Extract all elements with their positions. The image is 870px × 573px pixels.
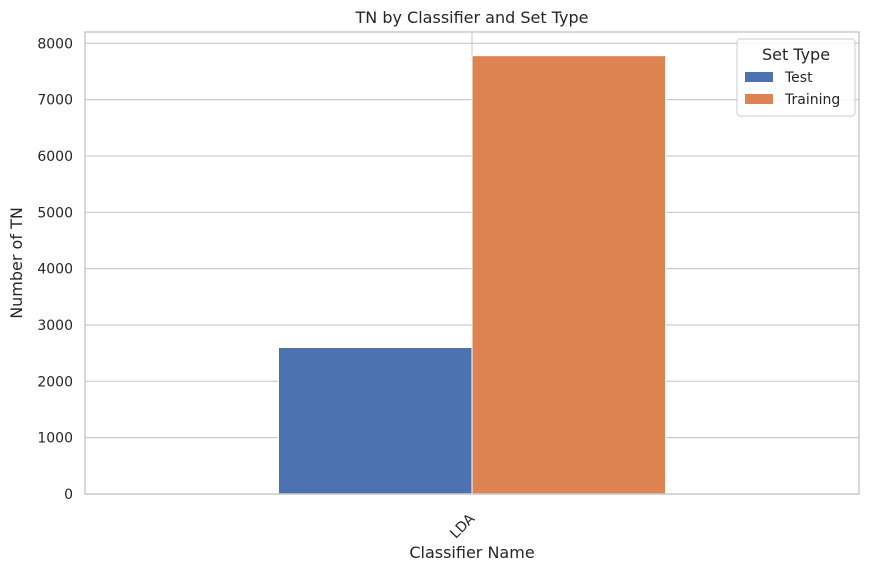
bars: [278, 55, 666, 495]
y-tick-label: 7000: [37, 93, 73, 109]
y-tick-label: 2000: [37, 374, 73, 390]
legend-items: Test Training: [745, 70, 840, 108]
x-axis-title: Classifier Name: [409, 543, 534, 562]
chart-title: TN by Classifier and Set Type: [355, 8, 589, 27]
legend-swatch-test: [745, 72, 773, 82]
y-tick-label: 5000: [37, 205, 73, 221]
y-axis-ticks: 0 1000 2000 3000 4000 5000 6000 7000 8000: [37, 36, 73, 503]
y-tick-label: 6000: [37, 149, 73, 165]
plot-frame: [84, 31, 860, 495]
y-tick-label: 0: [64, 487, 73, 503]
y-tick-label: 1000: [37, 431, 73, 447]
legend-label-test: Test: [784, 70, 813, 86]
y-tick-label: 4000: [37, 262, 73, 278]
y-axis-title: Number of TN: [7, 207, 26, 319]
bar-training: [471, 55, 666, 495]
legend-title: Set Type: [762, 45, 830, 64]
x-axis-ticks: LDA: [447, 511, 478, 542]
bar-test: [278, 347, 473, 495]
legend: Set Type Test Training: [736, 38, 856, 117]
legend-swatch-training: [745, 94, 773, 104]
y-tick-label: 3000: [37, 318, 73, 334]
legend-label-training: Training: [784, 92, 840, 108]
y-tick-label: 8000: [37, 36, 73, 52]
x-tick-label: LDA: [447, 511, 478, 542]
